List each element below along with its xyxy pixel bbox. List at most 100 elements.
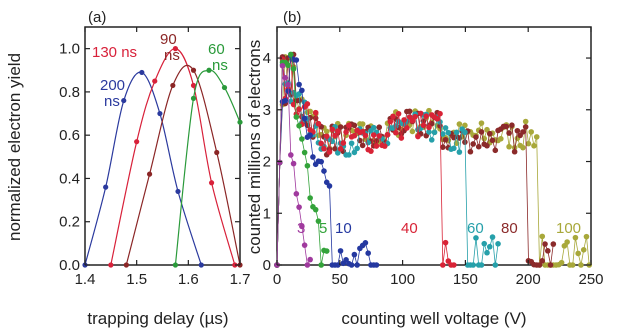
panel-b-series-2-point-29 [354, 145, 360, 152]
panel-b-series-1-point-70 [467, 148, 474, 155]
panel-a-ytick-label: 0.8 [59, 84, 80, 101]
panel-a-series-2-point-4 [214, 149, 220, 156]
panel-b-series-3-point-26 [346, 122, 352, 129]
panel-b-series-0-point-109 [575, 250, 581, 257]
panel-b-series-3-point-60 [439, 262, 446, 268]
panel-b-series-3-point-42 [390, 113, 396, 120]
panel-b-series-3-point-51 [415, 133, 421, 140]
panel-b-series-3-point-32 [362, 132, 369, 139]
panel-a-annotation: 130 ns [92, 44, 137, 61]
panel-b-series-3-point-21 [332, 132, 338, 139]
panel-b-series-2-point-26 [346, 152, 352, 158]
panel-b-series-5-point-9 [299, 136, 305, 142]
panel-b-series-2-point-27 [348, 140, 355, 147]
panel-b-xtick-label: 250 [578, 271, 603, 288]
panel-b-series-4-point-13 [310, 154, 316, 160]
panel-b-series-3-point-50 [412, 113, 418, 120]
panel-b-series-5-point-6 [290, 66, 297, 72]
panel-b-series-1-point-89 [520, 129, 526, 135]
panel-b-series-0-line [276, 56, 590, 266]
panel-b-series-0-point-110 [578, 262, 584, 268]
panel-b-series-1-point-28 [351, 122, 358, 129]
panel-b-series-0-point-112 [583, 233, 590, 240]
panel-b-series-1-point-8 [296, 97, 302, 104]
panel-b-series-3-point-40 [384, 132, 391, 138]
panel-b-series-1-point-72 [473, 134, 479, 140]
panel-b-series-0-point-105 [564, 239, 570, 245]
panel-b-series-0-point-111 [580, 247, 587, 253]
panel-a-series-3-point-2 [206, 67, 212, 73]
panel-b-series-3-point-8 [296, 106, 302, 113]
panel-b-series-4-point-8 [296, 81, 302, 88]
panel-a-ytick-label: 0.6 [59, 127, 80, 144]
panel-b-series-4-point-16 [318, 158, 325, 165]
panel-b-series-3-point-19 [326, 149, 333, 155]
panel-b-series-2-point-71 [470, 262, 476, 268]
panel-a-series-1-point-3 [172, 46, 179, 52]
panel-b-series-3-point-31 [359, 128, 366, 135]
panel-b-series-0-point-76 [484, 126, 490, 133]
panel-b-series-3-point-39 [381, 143, 388, 149]
panel-b-series-3-point-18 [323, 133, 330, 140]
panel-b-series-1-point-61 [442, 136, 449, 143]
panel-a: (a) 1.4 1.5 1.6 1.70.00.20.40.60.81.0 200 ns… [5, 9, 250, 328]
panel-b-series-4-point-19 [326, 183, 333, 189]
panel-b-series-3-point-20 [329, 126, 336, 133]
panel-b-series-2-line [276, 64, 499, 266]
panel-b-annotation: 5 [319, 220, 327, 237]
panel-b-series-1-point-99 [547, 262, 554, 268]
panel-b-series-0-point-81 [498, 135, 504, 142]
panel-b-series-2-point-74 [478, 262, 485, 268]
panel-a-series-0-point-4 [157, 110, 163, 117]
panel-b-annotation: 100 [556, 220, 581, 237]
panel-a-xtick-label: 1.6 [178, 271, 199, 288]
panel-b-xlabel: counting well voltage (V) [341, 309, 526, 328]
panel-b-annotation: 40 [401, 220, 418, 237]
panel-a-series-0-line [84, 71, 202, 266]
panel-b-annotation: 10 [335, 220, 352, 237]
panel-b-series-5-point-7 [293, 114, 300, 120]
panel-b-series-0-point-74 [478, 120, 485, 126]
panel-b-series-5-point-4 [285, 62, 291, 69]
panel-b-series-0-point-49 [409, 128, 416, 135]
panel-b-series-4-point-12 [307, 132, 313, 139]
panel-b-series-3-point-11 [304, 101, 311, 107]
panel-b-series-2-point-79 [492, 262, 499, 268]
panel-b-series-2-point-56 [428, 137, 435, 143]
panel-a-ytick-label: 1.0 [59, 41, 80, 58]
panel-b-ytick-label: 3 [263, 102, 271, 119]
panel-b-series-0-point-86 [511, 144, 518, 151]
panel-b-series-4-point-10 [301, 115, 308, 122]
panel-b-series-2-point-60 [439, 131, 446, 137]
panel-b-series-1-point-96 [539, 258, 546, 264]
panel-b-series-1-point-73 [475, 143, 482, 150]
panel-b-series-3-point-61 [442, 239, 449, 246]
panel-b-series-2-point-35 [370, 124, 377, 131]
panel-b-series-1-point-100 [550, 241, 557, 247]
panel-b-series-3-point-41 [387, 118, 394, 125]
panel-a-annotation-line: ns [104, 93, 120, 110]
panel-a-xtick-label: 1.5 [126, 271, 147, 288]
panel-a-ytick-label: 0.0 [59, 257, 80, 274]
panel-a-annotation: 90 ns [160, 31, 180, 64]
panel-b-series-1-point-78 [489, 137, 496, 144]
panel-b-series-1-point-90 [522, 124, 529, 130]
panel-a-series-2-point-0 [123, 262, 129, 268]
panel-b-series-4-point-17 [321, 168, 327, 174]
panel-a-series-1-point-4 [190, 82, 197, 89]
panel-b-series-4-point-36 [373, 262, 380, 268]
panel-a-annotation-line: 90 [160, 31, 177, 48]
panel-b-series-6-point-11 [304, 262, 311, 268]
panel-b-ytick-label: 0 [263, 257, 271, 274]
panel-b-ytick-label: 4 [263, 50, 271, 67]
panel-b-series-1-point-48 [406, 108, 413, 115]
panel-b-annotation: 80 [501, 220, 518, 237]
panel-b-series-0-point-18 [323, 128, 330, 135]
panel-a-series-3-point-3 [221, 84, 228, 91]
panel-a-annotation: 60 ns [208, 41, 228, 74]
panel-b-series-3-point-44 [395, 110, 402, 117]
panel-b-series-3-point-45 [398, 135, 405, 141]
panel-b-annotations: 3 5 10 40 60 80 100 [297, 220, 581, 237]
